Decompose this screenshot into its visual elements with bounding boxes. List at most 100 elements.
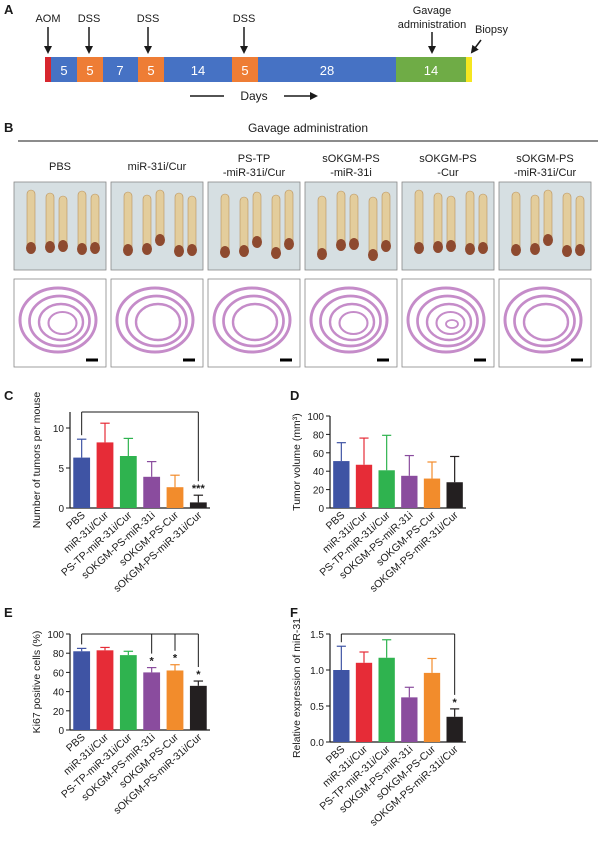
colon-tissue [433,192,443,250]
significance-marker: * [173,653,178,665]
colon-tissue [77,190,87,252]
y-tick-label: 20 [313,486,325,497]
colon-tip [77,243,87,255]
y-tick-label: 20 [53,707,65,718]
bar [189,502,207,508]
panel-label-d: D [290,388,299,403]
group-label-line2: -miR-31i [330,167,372,179]
colon-tissue [239,196,249,254]
y-tick-label: 1.5 [310,630,324,641]
group-label: sOKGM-PS [419,153,476,165]
colon-tip [575,244,585,256]
colon-tip [336,239,346,251]
event-label-aom: AOM [35,13,60,25]
swiss-roll-layer [37,302,85,342]
bar [401,475,418,508]
panel-label-b: B [4,120,13,135]
colon-tissue [530,194,540,252]
swiss-roll-layer [338,310,369,336]
colon-tissue [368,196,378,258]
colon-tip [26,242,36,254]
swiss-roll-layer [503,286,583,354]
swiss-roll-layer [328,302,376,342]
bar [423,478,441,508]
colon-tip [220,246,230,258]
biopsy-arrow [470,39,482,54]
segment-label: 5 [147,63,154,78]
colon-tip [155,234,165,246]
colon-tissue [174,192,184,254]
swiss-roll-layer [222,294,285,348]
panel-label-e: E [4,605,13,620]
colon-tip [414,242,424,254]
colon-tip [465,243,475,255]
segment-label: 5 [60,63,67,78]
colon-tissue [465,190,475,252]
bar [119,655,137,730]
swiss-roll-layer [115,286,195,354]
event-label-dss-3: DSS [233,13,256,25]
colon-tip [123,244,133,256]
bar [73,651,91,730]
group-label: miR-31i/Cur [128,161,187,173]
colon-tip [45,241,55,253]
y-tick-label: 0.5 [310,702,324,713]
group-label: sOKGM-PS [322,153,379,165]
colon-tissue [271,194,281,256]
bar [166,670,184,730]
panel-label-a: A [4,2,14,17]
segment-aom [45,57,51,82]
bar [446,482,463,508]
colon-tip [252,236,262,248]
panel-label-c: C [4,388,14,403]
colon-tip [543,234,553,246]
significance-marker: *** [192,483,206,495]
segment-labels: 5 5 7 5 14 5 28 14 [60,63,438,78]
swiss-roll-layer [134,302,182,342]
colon-tip [433,241,443,253]
swiss-roll-layer [513,294,576,348]
event-arrows [44,27,482,54]
colon-tip [284,238,294,250]
group-label-line2: -miR-31i/Cur [223,167,286,179]
colon-tissue [26,189,36,251]
y-tick-label: 40 [53,688,65,699]
segment-dss-2 [138,57,164,82]
colon-tissue [336,190,346,248]
days-axis: Days [190,89,318,103]
bar [143,476,161,508]
colon-tip [187,244,197,256]
segment-label: 14 [424,63,438,78]
colon-tip [239,245,249,257]
panel-label-f: F [290,605,298,620]
y-axis-label: Tumor volume (mm³) [291,413,303,511]
group-label-line2: -miR-31i/Cur [514,167,577,179]
event-label-gavage-line2: administration [398,19,466,31]
chart-mir31-expression: 0.0 0.5 1.0 1.5 Relative expression of miR-3… [291,618,466,829]
swiss-roll-layer [309,286,389,354]
event-label-dss-2: DSS [137,13,160,25]
group-label-line2: -Cur [437,167,459,179]
colon-tissue [478,193,488,251]
bar [355,464,373,508]
segment-label: 7 [116,63,123,78]
colon-tissue [187,195,197,253]
colon-tip [381,240,391,252]
group-label: PS-TP [238,153,270,165]
segment-biopsy [466,57,472,82]
colon-tissue [220,193,230,255]
y-axis-label: Number of tumors per mouse [31,392,43,529]
y-axis-label: Ki67 positive cells (%) [31,631,43,734]
group-label: sOKGM-PS [516,153,573,165]
swiss-roll-layer [319,294,382,348]
bar [143,672,161,730]
y-tick-label: 100 [47,630,64,641]
bar [378,657,395,742]
colon-tissue [562,192,572,254]
swiss-roll-layer [445,319,459,329]
colon-tip [317,248,327,260]
y-tick-label: 80 [313,430,325,441]
